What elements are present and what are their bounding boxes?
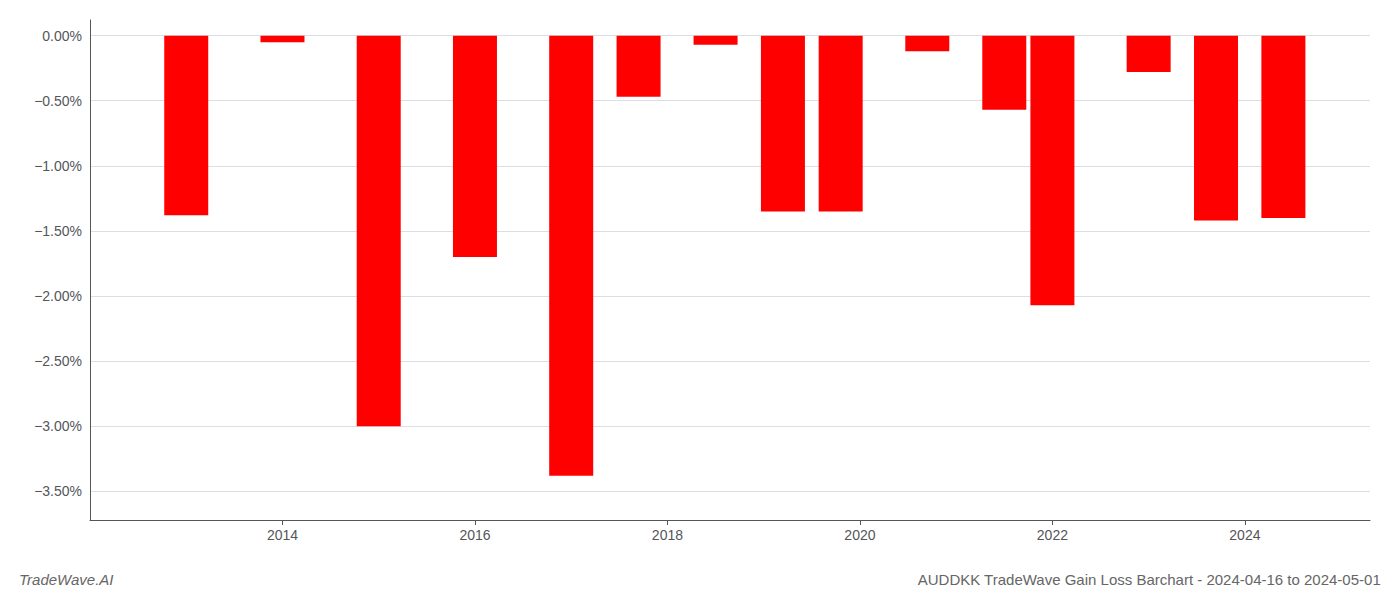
svg-text:−3.50%: −3.50% — [34, 483, 82, 499]
svg-text:2018: 2018 — [652, 527, 683, 543]
svg-text:−2.00%: −2.00% — [34, 288, 82, 304]
svg-text:−0.50%: −0.50% — [34, 93, 82, 109]
svg-text:2016: 2016 — [459, 527, 490, 543]
svg-text:AUDDKK TradeWave Gain Loss Bar: AUDDKK TradeWave Gain Loss Barchart - 20… — [918, 571, 1381, 588]
svg-text:−1.50%: −1.50% — [34, 223, 82, 239]
svg-text:0.00%: 0.00% — [42, 28, 82, 44]
svg-text:−3.00%: −3.00% — [34, 418, 82, 434]
svg-text:2024: 2024 — [1229, 527, 1260, 543]
svg-text:−2.50%: −2.50% — [34, 353, 82, 369]
svg-text:−1.00%: −1.00% — [34, 158, 82, 174]
svg-text:TradeWave.AI: TradeWave.AI — [19, 571, 113, 588]
svg-text:2022: 2022 — [1037, 527, 1068, 543]
svg-text:2020: 2020 — [844, 527, 875, 543]
svg-text:2014: 2014 — [267, 527, 298, 543]
